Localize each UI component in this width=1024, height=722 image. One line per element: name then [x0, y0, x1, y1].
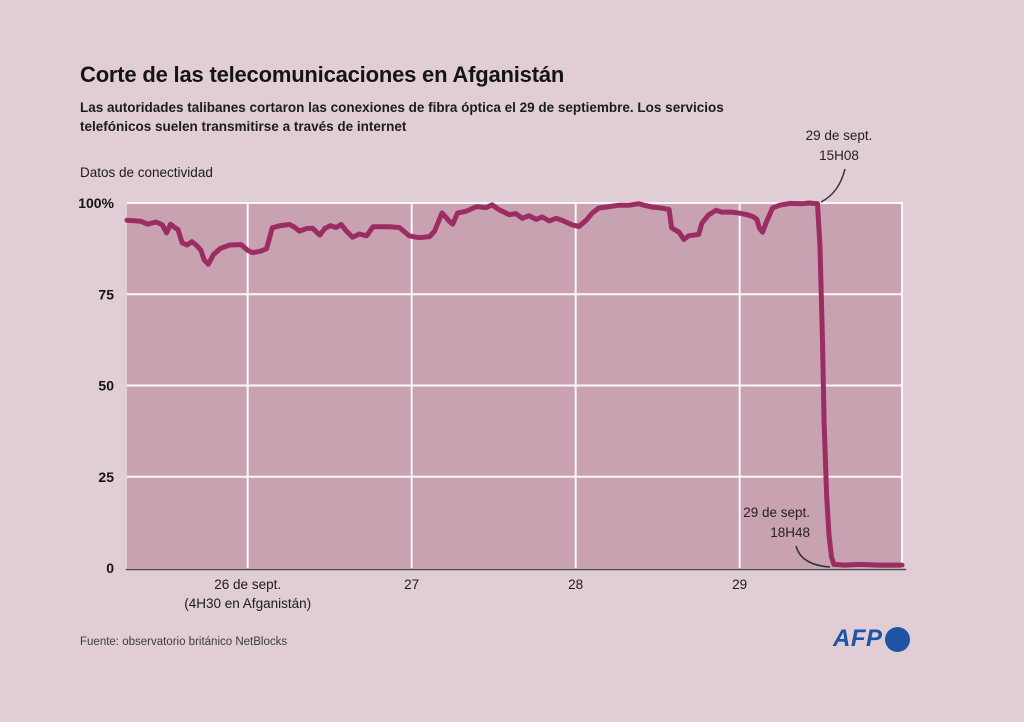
afp-logo-text: AFP: [833, 625, 883, 652]
annotation-date: 29 de sept.: [805, 128, 873, 143]
chart-subtitle: Las autoridades talibanes cortaron las c…: [80, 98, 724, 136]
y-axis-unit-label: Datos de conectividad: [80, 165, 213, 180]
annotation-time: 15H08: [819, 148, 859, 163]
y-tick-label: 75: [98, 286, 114, 302]
afp-logo-circle-icon: [884, 626, 910, 652]
y-tick-label: 50: [98, 378, 114, 394]
y-tick-label: 100%: [78, 195, 114, 211]
y-tick-label: 25: [98, 469, 114, 485]
afp-logo: AFP: [833, 624, 910, 654]
annotation-cutoff-zero: 29 de sept. 18H48: [694, 503, 810, 543]
annotation-date: 29 de sept.: [743, 505, 810, 520]
x-tick-sublabel: (4H30 en Afganistán): [184, 596, 311, 611]
source-credit: Fuente: observatorio británico NetBlocks: [80, 636, 288, 648]
annotation-cutoff-start: 29 de sept. 15H08: [779, 126, 899, 166]
x-tick-label: 26 de sept.: [214, 577, 281, 592]
annotation-pointer-top: [820, 168, 846, 203]
subtitle-line-1: Las autoridades talibanes cortaron las c…: [80, 100, 724, 115]
y-tick-label: 0: [106, 560, 114, 576]
annotation-pointer-bottom: [795, 545, 831, 568]
x-tick-label: 29: [732, 577, 747, 592]
connectivity-series-line: [124, 200, 905, 568]
annotation-time: 18H48: [770, 525, 810, 540]
x-tick-label: 28: [568, 577, 583, 592]
x-tick-label: 27: [404, 577, 419, 592]
page-title: Corte de las telecomunicaciones en Afgan…: [80, 62, 565, 87]
subtitle-line-2: telefónicos suelen transmitirse a través…: [80, 119, 407, 134]
